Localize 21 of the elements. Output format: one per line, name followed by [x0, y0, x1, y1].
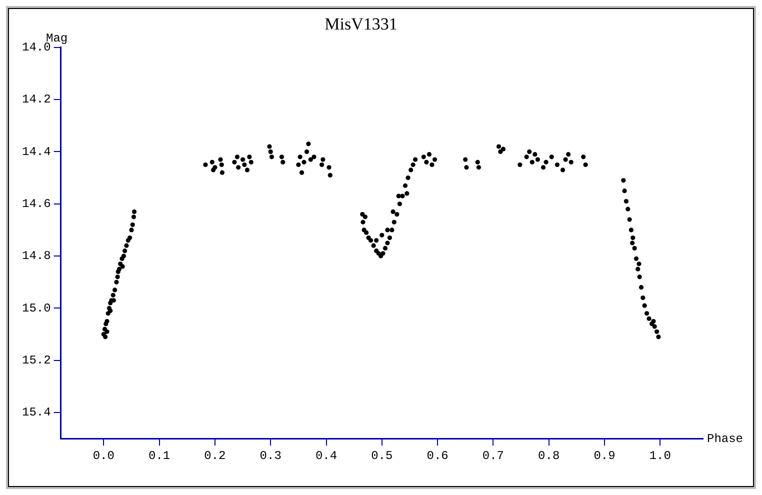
x-tick-label: 1.0 [649, 448, 671, 463]
x-tick-label: 0.0 [92, 448, 114, 463]
x-tick-label: 0.8 [538, 448, 560, 463]
y-tick-label: 14.6 [22, 197, 51, 212]
y-tick-label: 15.2 [22, 354, 51, 368]
x-tick-label: 0.3 [260, 448, 282, 463]
y-tick-label: 15.4 [22, 406, 51, 420]
x-tick-label: 0.4 [315, 448, 338, 463]
x-tick-label: 0.2 [204, 448, 226, 463]
y-tick-label: 14.8 [22, 249, 51, 264]
y-tick-label: 15.0 [22, 301, 51, 316]
y-tick-label: 14.0 [22, 40, 51, 55]
x-axis-title: Phase [707, 432, 744, 446]
x-tick-label: 0.7 [482, 448, 504, 463]
x-tick-label: 0.9 [594, 448, 616, 463]
y-tick-label: 14.4 [22, 144, 51, 159]
x-tick-label: 0.6 [426, 448, 448, 463]
chart-title: MisV1331 [324, 14, 398, 34]
y-tick-label: 14.2 [22, 92, 51, 107]
x-tick-label: 0.1 [148, 448, 170, 463]
x-tick-label: 0.5 [371, 448, 393, 463]
